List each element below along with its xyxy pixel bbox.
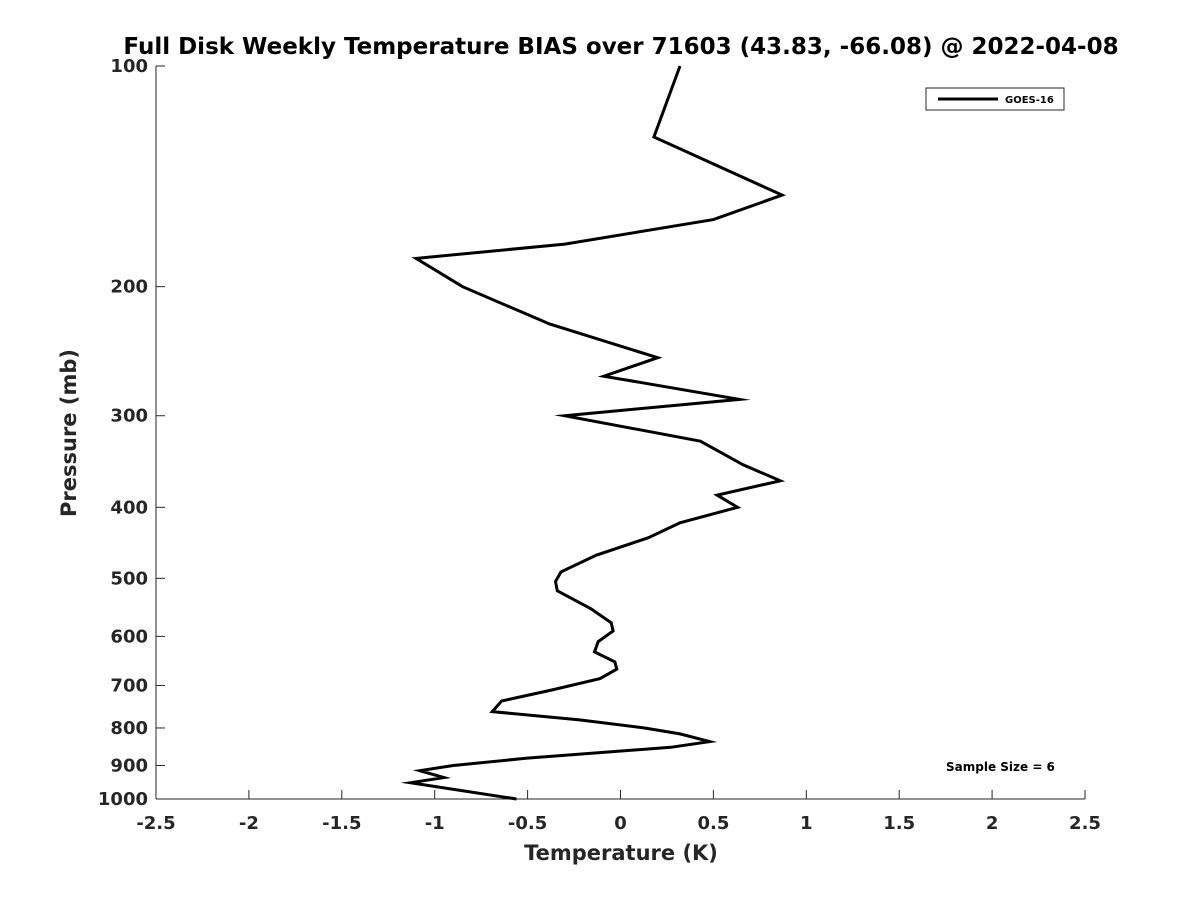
x-tick-label: -1: [425, 813, 445, 834]
x-tick-label: 0: [614, 813, 627, 834]
x-tick-label: -2.5: [136, 813, 175, 834]
x-tick-label: -1.5: [322, 813, 361, 834]
x-tick-label: 1.5: [883, 813, 915, 834]
y-tick-label: 200: [110, 277, 148, 298]
series-line-goes-16: [400, 65, 787, 801]
y-tick-label: 300: [110, 406, 148, 427]
x-axis-label: Temperature (K): [524, 841, 718, 865]
y-tick-label: 800: [110, 718, 148, 739]
y-ticks: 100 200 300 400 500 600 700 800 900 1000: [98, 56, 165, 810]
x-tick-label: 2.5: [1069, 813, 1101, 834]
y-tick-label: 100: [110, 56, 148, 77]
sample-size-annotation: Sample Size = 6: [946, 760, 1055, 774]
x-ticks: -2.5 -2 -1.5 -1 -0.5 0 0.5 1 1.5 2 2.5: [136, 790, 1101, 834]
y-tick-label: 600: [110, 626, 148, 647]
y-tick-label: 1000: [98, 789, 148, 810]
x-tick-label: 0.5: [697, 813, 729, 834]
legend: GOES-16: [925, 87, 1065, 111]
y-axis-label: Pressure (mb): [57, 349, 81, 517]
legend-entry-goes-16: GOES-16: [1005, 95, 1054, 106]
y-tick-label: 700: [110, 675, 148, 696]
y-tick-label: 500: [110, 568, 148, 589]
x-tick-label: -0.5: [508, 813, 547, 834]
y-tick-label: 400: [110, 497, 148, 518]
x-tick-label: 1: [800, 813, 813, 834]
y-tick-label: 900: [110, 755, 148, 776]
series-group: [400, 65, 787, 801]
x-tick-label: -2: [239, 813, 259, 834]
x-tick-label: 2: [986, 813, 999, 834]
chart-title: Full Disk Weekly Temperature BIAS over 7…: [123, 34, 1118, 60]
